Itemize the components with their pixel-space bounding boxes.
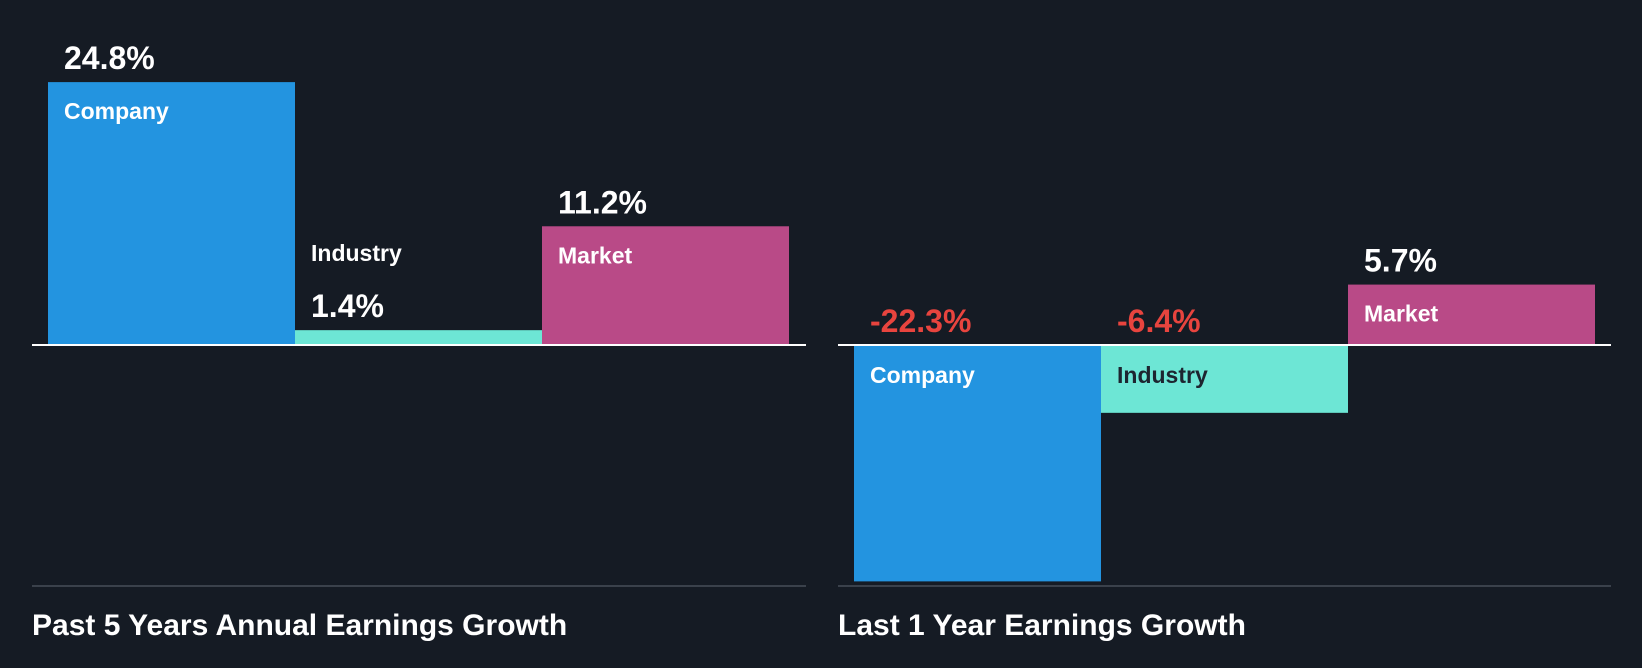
value-label-industry: 1.4% [311, 288, 384, 324]
value-label-company: 24.8% [64, 40, 155, 76]
category-label-industry: Industry [1117, 362, 1208, 388]
bar-company [854, 345, 1101, 582]
value-label-market: 5.7% [1364, 243, 1437, 279]
bar-industry [295, 330, 542, 345]
category-label-market: Market [1364, 301, 1438, 327]
panel-past-5-years: Company 24.8% Industry 1.4% Market 11.2% Past … [32, 40, 806, 642]
category-label-company: Company [64, 98, 169, 124]
bar-market [1348, 284, 1595, 345]
bar-company [48, 82, 295, 346]
value-label-company: -22.3% [870, 303, 971, 339]
panel-last-1-year: Company -22.3% Industry -6.4% Market 5.7% Last… [838, 243, 1611, 642]
chart-title: Last 1 Year Earnings Growth [838, 609, 1246, 642]
category-label-industry: Industry [311, 240, 402, 266]
category-label-company: Company [870, 362, 975, 388]
bar-market [542, 226, 789, 345]
bar-industry [1101, 345, 1348, 413]
value-label-industry: -6.4% [1117, 303, 1201, 339]
chart-title: Past 5 Years Annual Earnings Growth [32, 609, 567, 642]
category-label-market: Market [558, 242, 632, 268]
value-label-market: 11.2% [558, 184, 647, 220]
